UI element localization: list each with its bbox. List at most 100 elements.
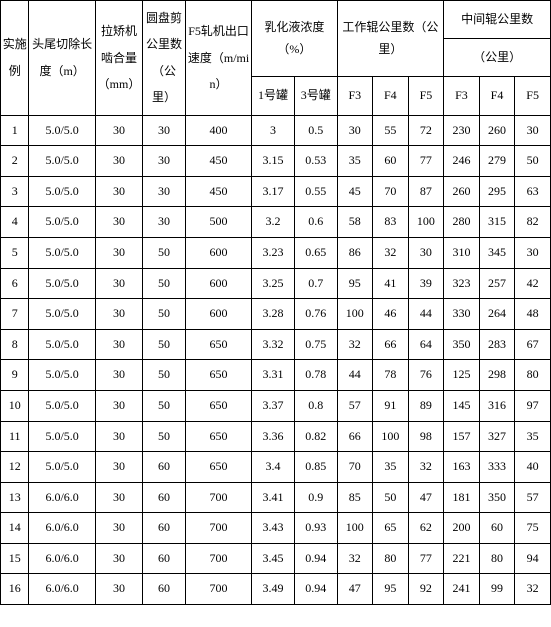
cell-wf3: 47 (337, 574, 373, 605)
cell-mf5: 97 (515, 390, 551, 421)
cell-idx: 9 (1, 360, 29, 391)
cell-f5s: 650 (185, 452, 251, 483)
cell-f5s: 700 (185, 513, 251, 544)
hdr-row-idx: 实施例 (1, 1, 29, 116)
cell-wf5: 62 (408, 513, 444, 544)
cell-mf4: 60 (479, 513, 515, 544)
cell-mf5: 80 (515, 360, 551, 391)
cell-mf4: 264 (479, 299, 515, 330)
hdr-cut-len: 头尾切除长度（m） (29, 1, 95, 116)
cell-len: 5.0/5.0 (29, 268, 95, 299)
cell-len: 5.0/5.0 (29, 115, 95, 146)
cell-mesh: 30 (95, 329, 142, 360)
cell-idx: 3 (1, 176, 29, 207)
cell-mf5: 57 (515, 482, 551, 513)
cell-mf3: 181 (444, 482, 480, 513)
cell-t3: 0.75 (294, 329, 337, 360)
cell-mesh: 30 (95, 390, 142, 421)
cell-len: 6.0/6.0 (29, 513, 95, 544)
cell-wf5: 89 (408, 390, 444, 421)
cell-mf3: 241 (444, 574, 480, 605)
cell-wf4: 83 (373, 207, 409, 238)
cell-wf3: 58 (337, 207, 373, 238)
cell-t1: 3.2 (252, 207, 295, 238)
cell-mf5: 82 (515, 207, 551, 238)
cell-mf3: 125 (444, 360, 480, 391)
cell-wf3: 57 (337, 390, 373, 421)
cell-mesh: 30 (95, 421, 142, 452)
cell-disc: 50 (143, 390, 186, 421)
cell-mesh: 30 (95, 543, 142, 574)
cell-mf3: 260 (444, 176, 480, 207)
cell-mf3: 323 (444, 268, 480, 299)
cell-wf5: 44 (408, 299, 444, 330)
cell-disc: 60 (143, 543, 186, 574)
hdr-tank1: 1号罐 (252, 77, 295, 115)
cell-wf3: 30 (337, 115, 373, 146)
cell-wf3: 44 (337, 360, 373, 391)
cell-t3: 0.6 (294, 207, 337, 238)
cell-mf5: 42 (515, 268, 551, 299)
cell-mf4: 327 (479, 421, 515, 452)
cell-wf3: 85 (337, 482, 373, 513)
table-row: 105.0/5.030506503.370.857918914531697 (1, 390, 551, 421)
cell-mf4: 350 (479, 482, 515, 513)
cell-t1: 3.37 (252, 390, 295, 421)
table-body: 15.0/5.0303040030.53055722302603025.0/5.… (1, 115, 551, 605)
table-row: 125.0/5.030606503.40.8570353216333340 (1, 452, 551, 483)
cell-disc: 50 (143, 237, 186, 268)
cell-mf4: 295 (479, 176, 515, 207)
cell-t3: 0.82 (294, 421, 337, 452)
hdr-emul: 乳化液浓度（%） (252, 1, 337, 77)
cell-wf4: 46 (373, 299, 409, 330)
cell-disc: 30 (143, 115, 186, 146)
cell-f5s: 650 (185, 360, 251, 391)
cell-t3: 0.76 (294, 299, 337, 330)
table-header: 实施例 头尾切除长度（m） 拉矫机啮合量（mm） 圆盘剪公里数（公里） F5轧机… (1, 1, 551, 116)
cell-mf4: 333 (479, 452, 515, 483)
cell-disc: 30 (143, 176, 186, 207)
table-row: 75.0/5.030506003.280.76100464433026448 (1, 299, 551, 330)
cell-t3: 0.7 (294, 268, 337, 299)
cell-mf4: 99 (479, 574, 515, 605)
cell-t1: 3.17 (252, 176, 295, 207)
cell-mf5: 32 (515, 574, 551, 605)
cell-t1: 3.25 (252, 268, 295, 299)
cell-wf3: 32 (337, 543, 373, 574)
cell-mf3: 200 (444, 513, 480, 544)
cell-mf3: 145 (444, 390, 480, 421)
hdr-work-f4: F4 (373, 77, 409, 115)
cell-wf3: 86 (337, 237, 373, 268)
cell-wf4: 100 (373, 421, 409, 452)
cell-mesh: 30 (95, 360, 142, 391)
cell-mesh: 30 (95, 237, 142, 268)
cell-mf3: 310 (444, 237, 480, 268)
cell-idx: 6 (1, 268, 29, 299)
cell-mesh: 30 (95, 268, 142, 299)
cell-mf5: 63 (515, 176, 551, 207)
cell-mf3: 157 (444, 421, 480, 452)
cell-idx: 4 (1, 207, 29, 238)
cell-t1: 3.32 (252, 329, 295, 360)
cell-mf5: 48 (515, 299, 551, 330)
cell-idx: 11 (1, 421, 29, 452)
cell-idx: 2 (1, 146, 29, 177)
cell-f5s: 650 (185, 421, 251, 452)
cell-len: 5.0/5.0 (29, 421, 95, 452)
hdr-mid-f3: F3 (444, 77, 480, 115)
cell-t1: 3.31 (252, 360, 295, 391)
cell-idx: 7 (1, 299, 29, 330)
cell-wf4: 95 (373, 574, 409, 605)
cell-t3: 0.94 (294, 574, 337, 605)
cell-mf4: 260 (479, 115, 515, 146)
cell-len: 5.0/5.0 (29, 390, 95, 421)
cell-mf5: 30 (515, 115, 551, 146)
cell-wf5: 32 (408, 452, 444, 483)
cell-t1: 3 (252, 115, 295, 146)
hdr-disc-km: 圆盘剪公里数（公里） (143, 1, 186, 116)
cell-wf5: 77 (408, 146, 444, 177)
table-row: 35.0/5.030304503.170.5545708726029563 (1, 176, 551, 207)
cell-t3: 0.8 (294, 390, 337, 421)
cell-wf5: 100 (408, 207, 444, 238)
cell-len: 5.0/5.0 (29, 207, 95, 238)
